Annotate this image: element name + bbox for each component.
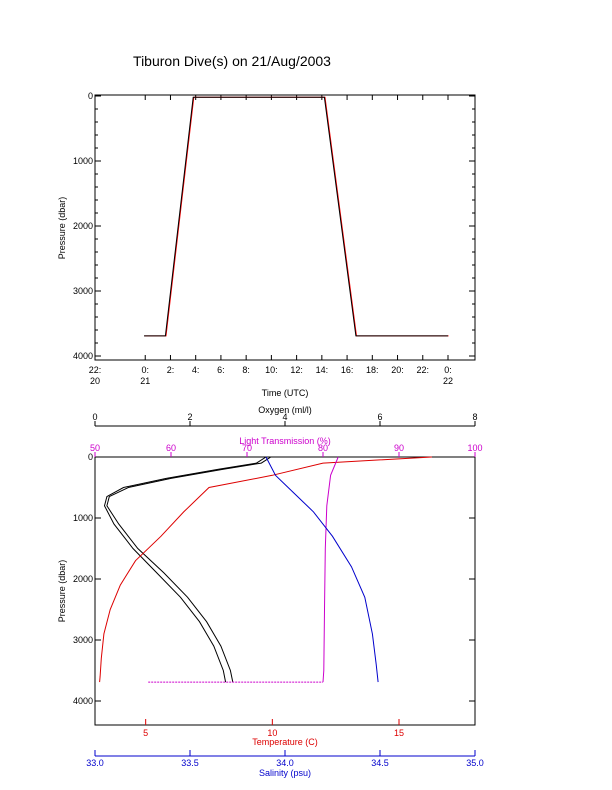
dive-series-line [144,96,448,337]
y-tick-label: 2000 [73,574,93,584]
x-tick-label: 16: [341,365,354,375]
y-tick-label: 1000 [73,156,93,166]
transmission-tick-label: 90 [394,443,404,453]
top-axes-ticks: 22:200:212: 4: 6: 8: 10: 12: 14: 16: 18: 20: 22: 0:… [73,91,475,386]
oxygen-tick-label: 4 [282,412,287,422]
salinity-tick-label: 35.0 [466,758,484,768]
temperature-tick-label: 15 [394,728,404,738]
chart-title: Tiburon Dive(s) on 21/Aug/2003 [133,53,331,69]
profile-chart: 0 1000 2000 3000 4000 0 2 4 6 8 50 60 70 80 90 100 5 10 15… [57,405,484,778]
y-tick-label: 4000 [73,351,93,361]
transmission-tick-label: 50 [90,443,100,453]
salinity-axis-label: Salinity (psu) [259,768,311,778]
transmission-axis-label: Light Transmission (%) [239,436,331,446]
oxygen-axis-label: Oxygen (ml/l) [258,405,312,415]
y-axis-label-top: Pressure (dbar) [57,197,67,260]
y-axis-label-bottom: Pressure (dbar) [57,560,67,623]
temperature-tick-label: 10 [267,728,277,738]
x-tick-label: 4: [192,365,200,375]
oxygen-profile-line [106,456,272,683]
temperature-profile-line [99,456,432,683]
time-pressure-chart: 22:200:212: 4: 6: 8: 10: 12: 14: 16: 18: 20: 22: 0:… [57,91,476,398]
transmission-profile-line [322,456,339,683]
transmission-tick-label: 60 [166,443,176,453]
transmission-tick-label: 70 [242,443,252,453]
x-tick-label: 18: [366,365,379,375]
x-tick-label: 20 [90,376,100,386]
bottom-series-group [99,456,432,683]
oxygen-tick-label: 6 [377,412,382,422]
y-tick-label: 0 [88,452,93,462]
salinity-profile-line [265,456,379,683]
transmission-tick-label: 100 [467,443,482,453]
dive-series-line [144,96,449,337]
x-tick-label: 6: [217,365,225,375]
top-series-group [144,96,449,337]
y-tick-label: 2000 [73,221,93,231]
x-tick-label: 14: [316,365,329,375]
bottom-axes-ticks: 0 1000 2000 3000 4000 0 2 4 6 8 50 60 70 80 90 100 5 10 15… [73,412,484,768]
oxygen-tick-label: 0 [92,412,97,422]
plot-frame-bottom [94,456,476,726]
x-tick-label: 22 [443,376,453,386]
y-tick-label: 3000 [73,286,93,296]
plot-frame-top [94,94,476,361]
oxygen-tick-label: 2 [187,412,192,422]
salinity-tick-label: 33.5 [181,758,199,768]
temperature-axis-label: Temperature (C) [252,737,318,747]
x-tick-label: 10: [265,365,278,375]
x-tick-label: 0: [444,365,452,375]
y-tick-label: 1000 [73,513,93,523]
salinity-tick-label: 34.0 [276,758,294,768]
oxygen-profile-line [103,456,267,683]
y-tick-label: 4000 [73,696,93,706]
salinity-tick-label: 33.0 [86,758,104,768]
x-axis-label-time: Time (UTC) [262,388,309,398]
oxygen-tick-label: 8 [472,412,477,422]
salinity-tick-label: 34.5 [371,758,389,768]
y-tick-label: 3000 [73,635,93,645]
x-tick-label: 12: [290,365,303,375]
x-tick-label: 8: [242,365,250,375]
x-tick-label: 21 [140,376,150,386]
x-tick-label: 2: [167,365,175,375]
x-tick-label: 22: [89,365,102,375]
transmission-tick-label: 80 [318,443,328,453]
x-tick-label: 20: [391,365,404,375]
y-tick-label: 0 [88,91,93,101]
temperature-tick-label: 5 [143,728,148,738]
x-tick-label: 22: [417,365,430,375]
x-tick-label: 0: [141,365,149,375]
